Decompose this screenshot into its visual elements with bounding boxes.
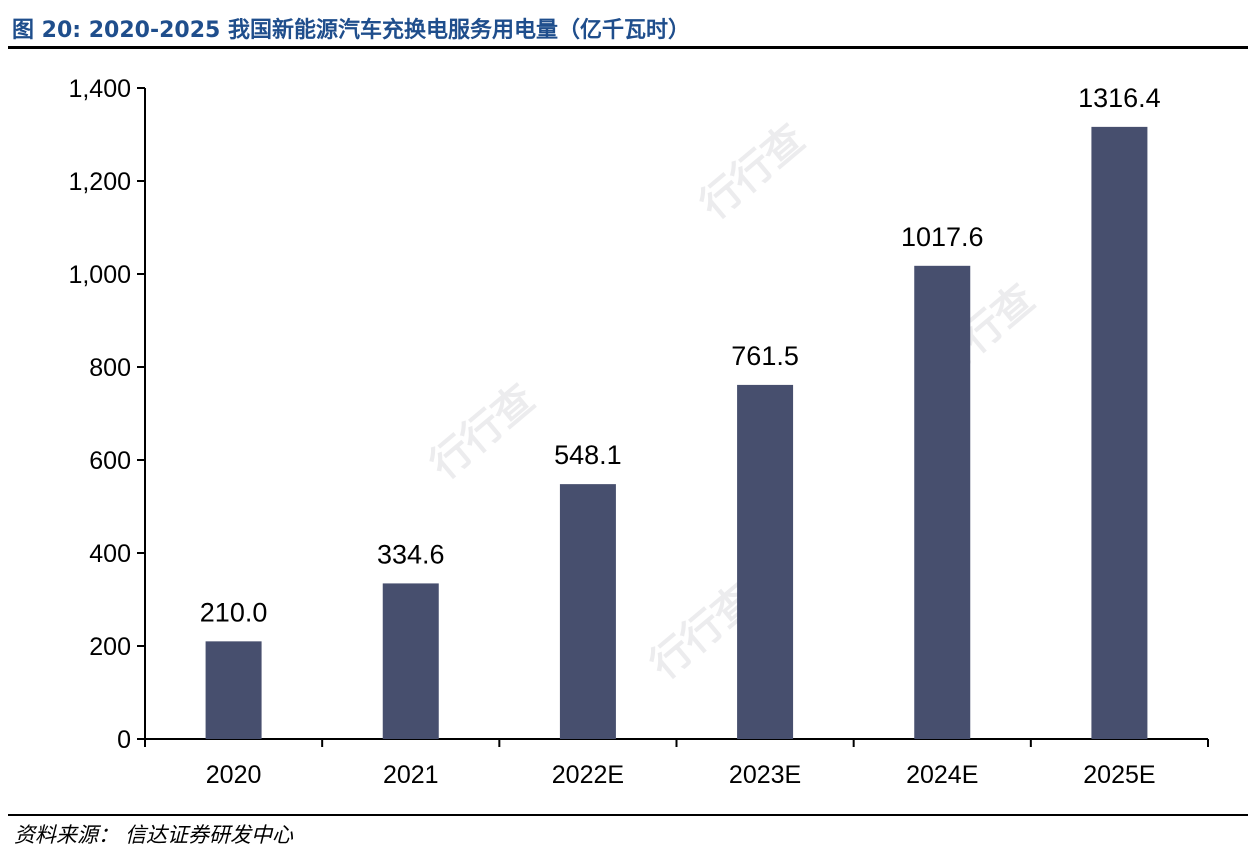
x-axis: 2020 2021 2022E 2023E 2024E 2025E xyxy=(144,738,1209,789)
data-label: 210.0 xyxy=(200,597,268,627)
bar-2020 xyxy=(205,641,262,739)
data-label: 334.6 xyxy=(377,539,445,569)
y-tick-label: 200 xyxy=(89,633,131,661)
x-tick-label: 2020 xyxy=(206,761,262,789)
data-label: 1017.6 xyxy=(901,222,984,252)
data-label: 761.5 xyxy=(731,341,799,371)
source-label: 资料来源： xyxy=(14,823,119,847)
y-tick-label: 1,200 xyxy=(68,168,131,196)
bar-2025E xyxy=(1091,126,1148,739)
bar-series xyxy=(205,126,1148,739)
y-tick-label: 800 xyxy=(89,354,131,382)
x-tick-label: 2025E xyxy=(1083,761,1155,789)
source-note: 资料来源： 信达证券研发中心 xyxy=(14,820,293,850)
data-label: 1316.4 xyxy=(1078,83,1161,113)
y-axis: 0 200 400 600 800 1,000 1,200 1,400 xyxy=(68,75,146,754)
y-tick-label: 400 xyxy=(89,540,131,568)
title-underline xyxy=(8,46,1248,49)
x-tick-label: 2023E xyxy=(729,761,801,789)
bar-2023E xyxy=(737,384,794,739)
figure-title: 图 20: 2020-2025 我国新能源汽车充换电服务用电量（亿千瓦时） xyxy=(12,18,690,43)
source-value: 信达证券研发中心 xyxy=(125,823,293,847)
data-label: 548.1 xyxy=(554,440,622,470)
footer-rule xyxy=(8,814,1248,816)
bar-2022E xyxy=(559,484,616,739)
x-tick-label: 2021 xyxy=(383,761,439,789)
data-labels: 210.0 334.6 548.1 761.5 1017.6 1316.4 xyxy=(200,83,1161,627)
x-tick-label: 2024E xyxy=(906,761,978,789)
y-tick-label: 0 xyxy=(117,726,131,754)
y-tick-label: 1,000 xyxy=(68,261,131,289)
y-tick-label: 1,400 xyxy=(68,75,131,103)
bar-2024E xyxy=(914,265,971,739)
y-tick-label: 600 xyxy=(89,447,131,475)
bar-2021 xyxy=(382,583,439,739)
x-tick-label: 2022E xyxy=(552,761,624,789)
